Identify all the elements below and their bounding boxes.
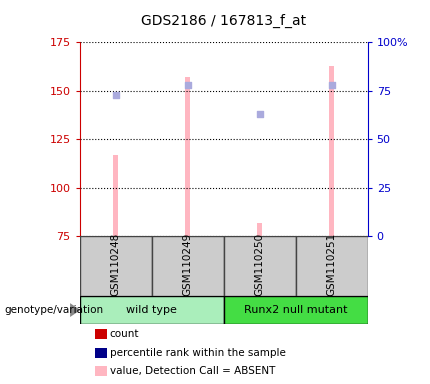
Bar [296,236,368,296]
Point [112,91,119,98]
Bar [80,296,224,324]
Text: GSM110250: GSM110250 [255,233,264,296]
Text: GSM110249: GSM110249 [183,233,193,296]
Bar [224,296,368,324]
Bar [151,236,224,296]
Text: percentile rank within the sample: percentile rank within the sample [110,348,286,358]
Point [256,111,263,117]
Text: GDS2186 / 167813_f_at: GDS2186 / 167813_f_at [141,13,306,28]
Bar [258,223,262,236]
Text: value, Detection Call = ABSENT: value, Detection Call = ABSENT [110,366,275,376]
Point [328,82,335,88]
Text: GSM110251: GSM110251 [327,233,337,296]
Text: wild type: wild type [126,305,177,315]
Text: Runx2 null mutant: Runx2 null mutant [244,305,347,315]
Bar [114,155,118,236]
Bar [80,236,151,296]
Text: genotype/variation: genotype/variation [4,305,104,315]
Bar [329,66,334,236]
Bar [185,77,190,236]
Text: GSM110248: GSM110248 [111,233,120,296]
Point [184,82,191,88]
Text: count: count [110,329,139,339]
Polygon shape [70,303,80,317]
Bar [224,236,296,296]
